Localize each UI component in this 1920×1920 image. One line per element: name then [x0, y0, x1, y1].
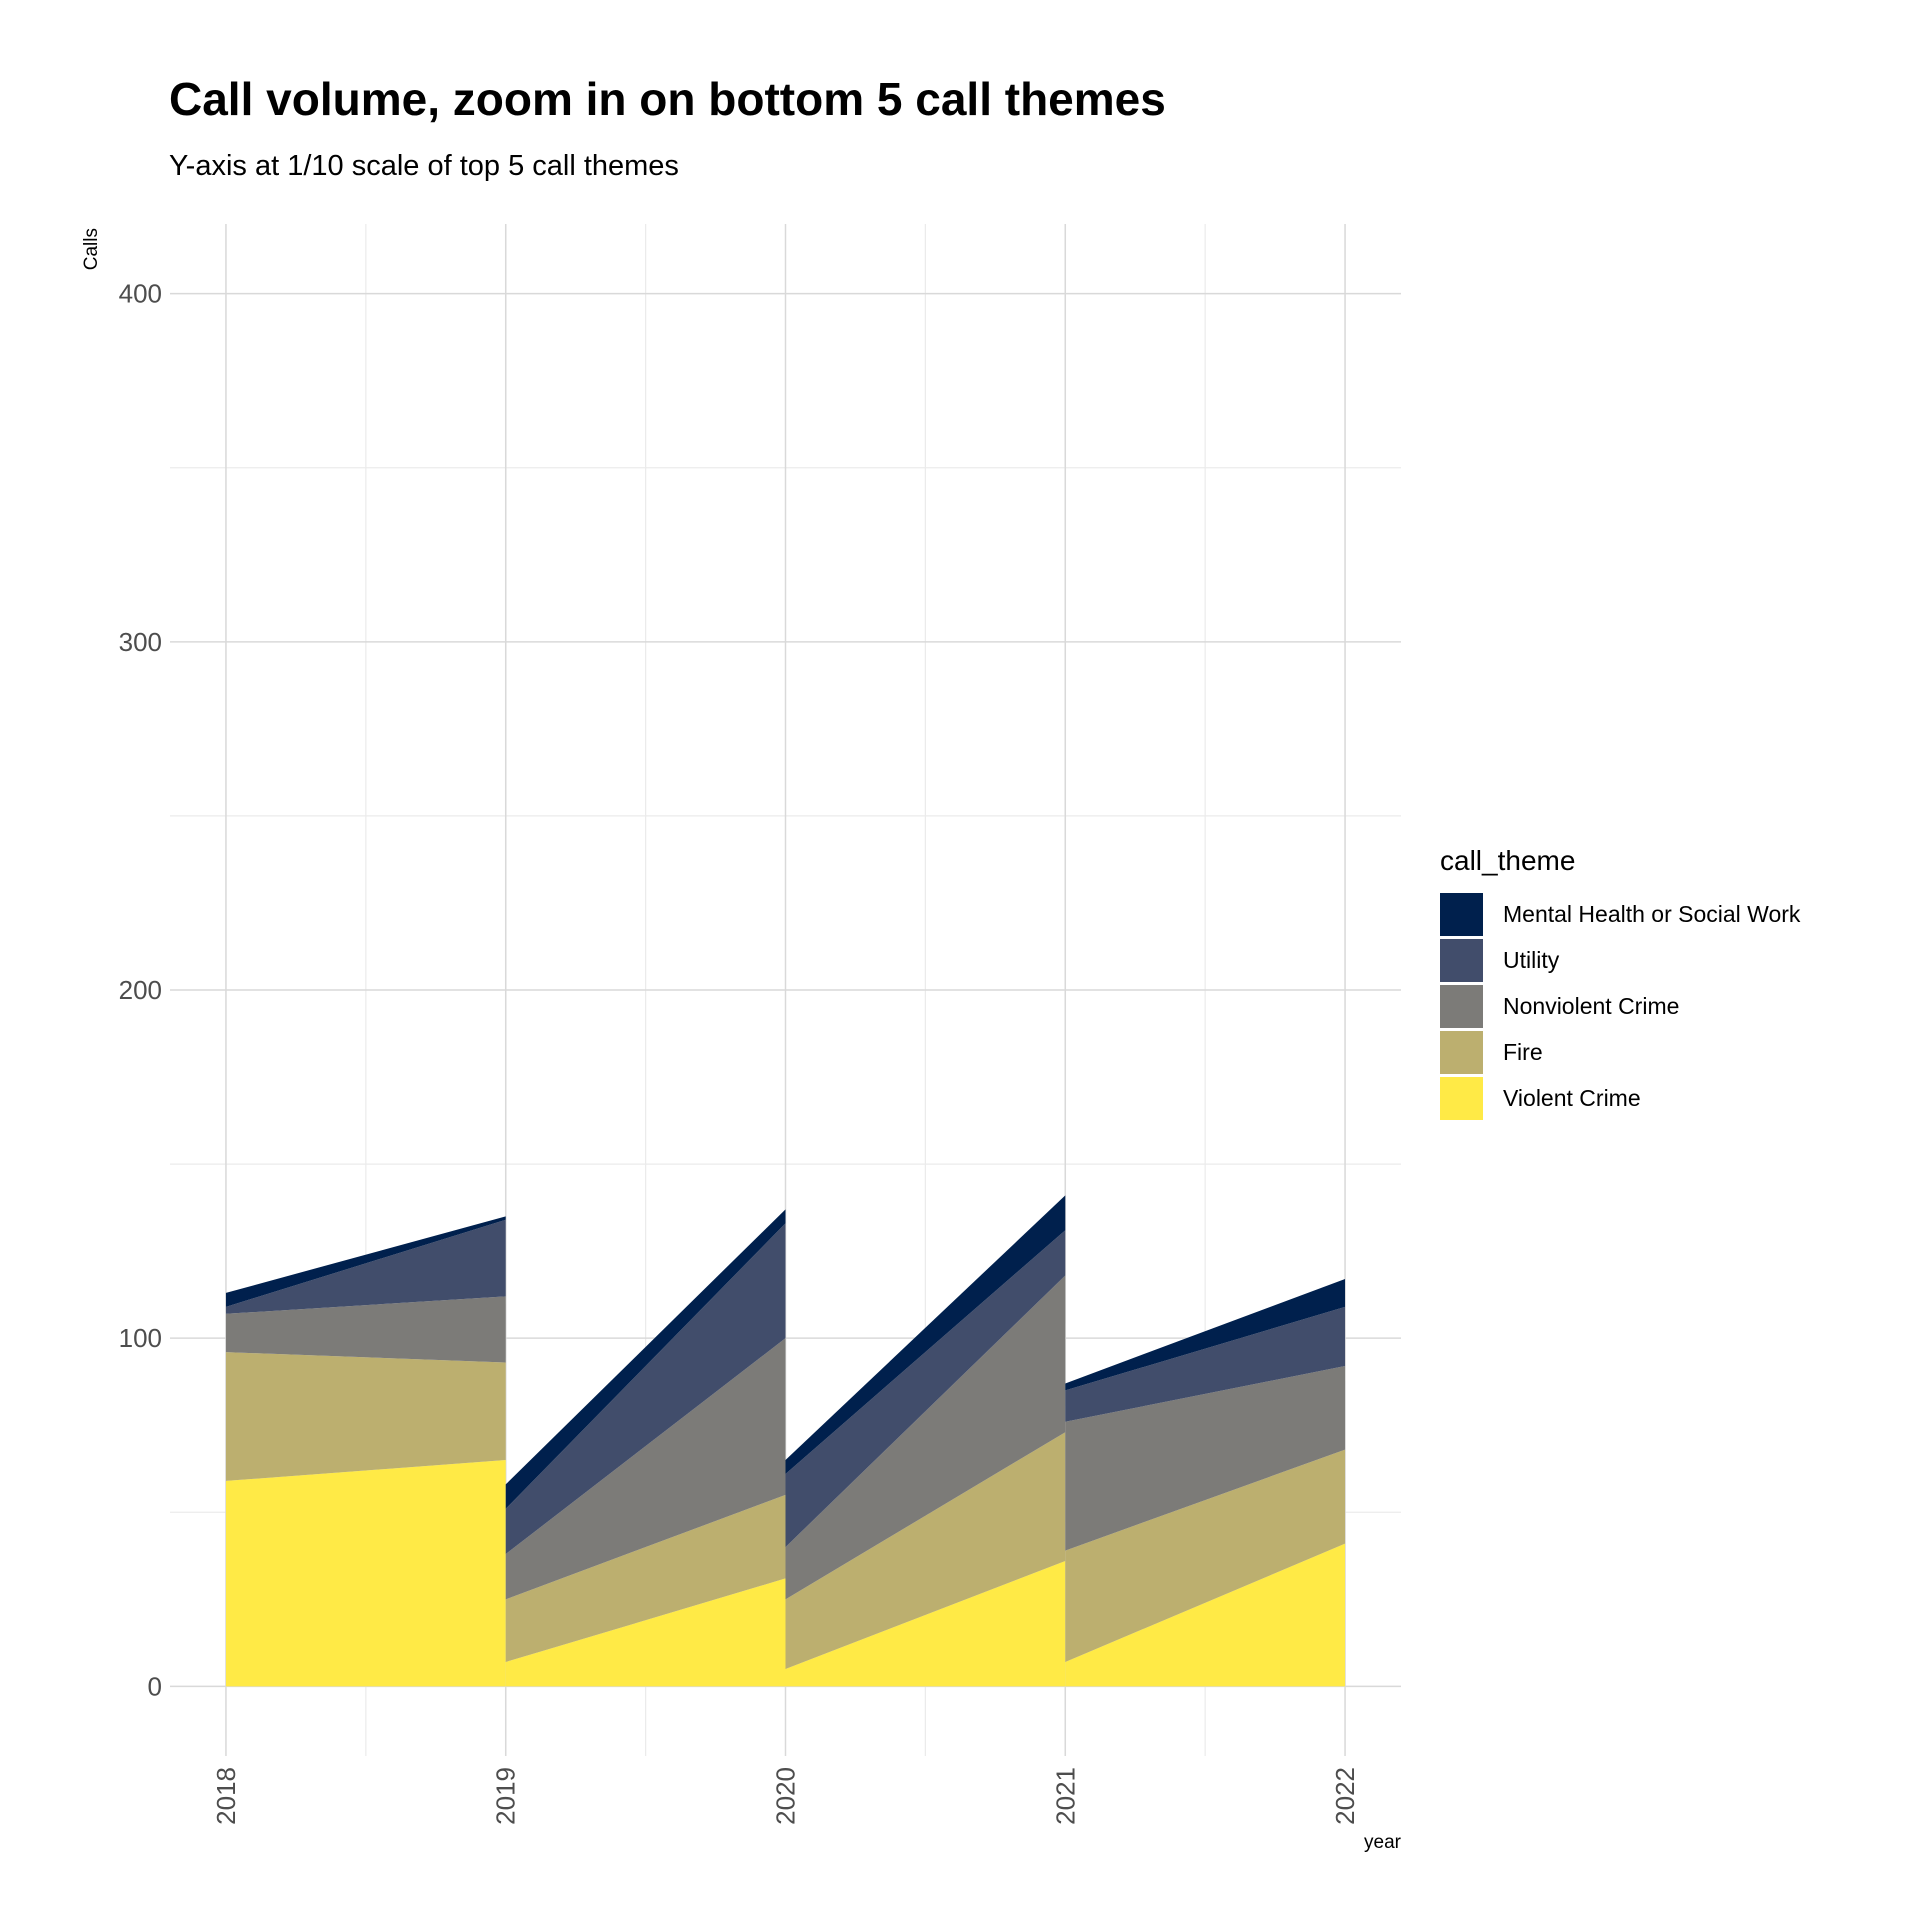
y-tick-label: 200	[119, 975, 162, 1005]
x-tick-label: 2021	[1050, 1767, 1080, 1825]
area-fire-2021	[1065, 1449, 1346, 1662]
area-nonviolent-crime-2019	[505, 1338, 786, 1600]
y-tick-label: 400	[119, 279, 162, 309]
area-mental-health-or-social-work-2020	[785, 1195, 1066, 1474]
y-tick-label: 300	[119, 627, 162, 657]
legend-key	[1440, 1030, 1483, 1074]
tick-labels: 0 100 200 300 400 2018 2019 2020 2021 2022	[119, 279, 1360, 1825]
legend-key	[1440, 1076, 1483, 1120]
legend-key	[1440, 892, 1483, 936]
legend-label: Fire	[1503, 1038, 1543, 1065]
chart-title: Call volume, zoom in on bottom 5 call th…	[169, 73, 1166, 125]
legend-label: Violent Crime	[1503, 1084, 1641, 1111]
legend-item: Nonviolent Crime	[1440, 983, 1800, 1029]
area-violent-crime-2019	[505, 1578, 786, 1687]
legend-item: Utility	[1440, 937, 1800, 983]
area-violent-crime-2021	[1065, 1543, 1346, 1687]
y-axis-title: Calls	[81, 228, 102, 270]
area-violent-crime-2020	[785, 1561, 1066, 1687]
legend-key	[1440, 984, 1483, 1028]
area-utility-2018	[225, 1219, 506, 1314]
legend-key	[1440, 938, 1483, 982]
legend: call_theme Mental Health or Social Work U…	[1440, 845, 1800, 1121]
legend-label: Nonviolent Crime	[1503, 992, 1680, 1019]
y-tick-label: 0	[148, 1671, 162, 1701]
legend-title: call_theme	[1440, 845, 1576, 876]
area-layer	[225, 1195, 1346, 1687]
area-nonviolent-crime-2020	[785, 1275, 1066, 1600]
area-mental-health-or-social-work-2021	[1065, 1278, 1346, 1391]
x-tick-label: 2022	[1330, 1767, 1360, 1825]
x-tick-label: 2019	[491, 1767, 521, 1825]
legend-items: Mental Health or Social Work Utility Nonvi…	[1440, 891, 1800, 1121]
legend-label: Mental Health or Social Work	[1503, 900, 1801, 927]
area-fire-2018	[225, 1352, 506, 1481]
x-tick-label: 2018	[211, 1767, 241, 1825]
legend-label: Utility	[1503, 946, 1560, 973]
x-axis-title: year	[1364, 1832, 1402, 1853]
area-utility-2021	[1065, 1306, 1346, 1422]
legend-item: Violent Crime	[1440, 1075, 1800, 1121]
area-fire-2019	[505, 1494, 786, 1662]
area-nonviolent-crime-2021	[1065, 1366, 1346, 1551]
area-violent-crime-2018	[225, 1460, 506, 1687]
area-utility-2020	[785, 1230, 1066, 1548]
area-fire-2020	[785, 1432, 1066, 1669]
legend-item: Mental Health or Social Work	[1440, 891, 1800, 937]
x-tick-label: 2020	[771, 1767, 801, 1825]
area-nonviolent-crime-2018	[225, 1296, 506, 1363]
area-mental-health-or-social-work-2018	[225, 1216, 506, 1307]
y-tick-label: 100	[119, 1323, 162, 1353]
legend-item: Fire	[1440, 1029, 1800, 1075]
area-mental-health-or-social-work-2019	[505, 1209, 786, 1509]
chart-subtitle: Y-axis at 1/10 scale of top 5 call theme…	[169, 150, 679, 182]
area-utility-2019	[505, 1223, 786, 1555]
